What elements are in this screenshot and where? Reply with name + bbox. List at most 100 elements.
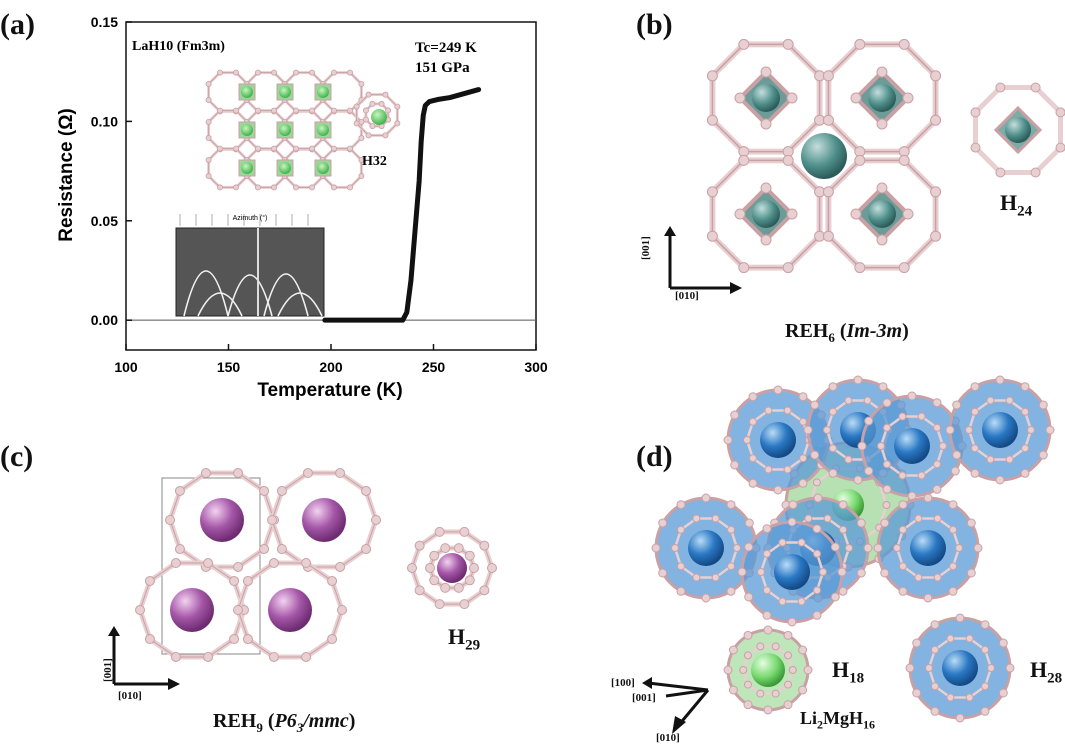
- h-atom: [361, 485, 372, 496]
- h-atom: [843, 438, 853, 448]
- c-ring-bond: [269, 470, 379, 570]
- h-atom: [723, 435, 733, 445]
- h-atom: [946, 634, 955, 643]
- h-atom: [876, 118, 888, 130]
- h-atom: [723, 665, 733, 675]
- h-atom: [394, 120, 401, 127]
- lah10-lattice-inset: [205, 69, 401, 191]
- h-atom: [701, 593, 711, 603]
- y-tick-label: 0.05: [91, 213, 118, 229]
- y-tick-label: 0.15: [91, 14, 118, 30]
- h-atom: [440, 582, 451, 593]
- h-atom: [998, 688, 1008, 698]
- h-atom: [902, 208, 914, 220]
- h-atom: [877, 442, 885, 450]
- h-atom: [939, 442, 947, 450]
- b-octagon-edge: [827, 159, 937, 269]
- h-atom: [782, 154, 794, 166]
- c-ring-bond: [427, 545, 477, 591]
- re-atom: [302, 498, 346, 542]
- h-atom: [863, 396, 872, 405]
- h-atom: [778, 538, 787, 547]
- h-atom: [292, 107, 299, 114]
- h-atom: [692, 573, 701, 582]
- d-cage-shell: [740, 520, 844, 624]
- h-atom: [259, 544, 270, 555]
- h-atom: [205, 156, 212, 163]
- h-atom: [783, 630, 793, 640]
- rehex9-lattice: [135, 468, 381, 662]
- h-atom: [783, 544, 791, 552]
- h-atom: [885, 426, 893, 434]
- d-center-atom: [800, 530, 836, 566]
- h-atom: [382, 132, 389, 139]
- h-atom: [923, 593, 933, 603]
- h-atom: [813, 493, 823, 503]
- h-atom: [905, 663, 915, 673]
- h-atom: [763, 625, 773, 635]
- h-atom: [822, 114, 834, 126]
- h-atom: [369, 100, 376, 107]
- h-atom: [778, 597, 787, 606]
- h18-cage: [723, 625, 813, 715]
- h-atom: [1020, 382, 1030, 392]
- h-atom: [854, 154, 866, 166]
- la-atom: [241, 162, 253, 174]
- h-atom: [200, 561, 211, 572]
- h-atom: [930, 706, 940, 716]
- h-atom: [309, 107, 316, 114]
- c-ring-edge: [237, 562, 343, 658]
- h-atom: [816, 460, 826, 470]
- h-atom: [970, 107, 981, 118]
- h-atom: [469, 563, 479, 573]
- panel-c-axis-right-label: [010]: [118, 690, 142, 702]
- d-center-atom: [910, 530, 946, 566]
- d-cage-ring: [673, 517, 739, 579]
- h-atom: [1021, 444, 1030, 453]
- h-atom: [744, 542, 754, 552]
- d-cage-shell: [726, 388, 830, 492]
- h-atom: [781, 500, 791, 510]
- h-atom: [762, 610, 772, 620]
- h-atom: [200, 468, 211, 479]
- c-ring-bond: [235, 560, 345, 660]
- d-cage-shell: [860, 394, 964, 498]
- panel-c-cage-label: H29: [448, 624, 481, 654]
- h-atom: [853, 375, 863, 385]
- h-atom: [414, 585, 425, 596]
- panel-d-cage2-label: H28: [1030, 657, 1063, 687]
- resistance-chart: 100 150 200 250 300 0.00 0.05 0.10 0.15 Azimuth…: [56, 14, 548, 401]
- h-atom: [945, 425, 955, 435]
- h-atom: [259, 485, 270, 496]
- h-atom: [362, 107, 369, 114]
- h-atom: [327, 575, 338, 586]
- h-atom: [814, 114, 826, 126]
- h-atom: [880, 568, 890, 578]
- h24-atom: [1005, 117, 1031, 143]
- h-atom: [771, 689, 780, 698]
- h-atom: [839, 562, 848, 571]
- h-atom: [737, 567, 747, 577]
- h-atom: [803, 665, 813, 675]
- re-atom: [170, 588, 214, 632]
- h-atom: [896, 400, 906, 410]
- h-atom: [914, 573, 923, 582]
- h-atom: [893, 544, 901, 552]
- h-atom: [358, 80, 365, 87]
- h-atom: [898, 154, 910, 166]
- h-atom: [369, 123, 376, 130]
- h-atom: [814, 230, 826, 242]
- h-atom: [882, 484, 892, 494]
- h-atom: [799, 454, 808, 463]
- h-atom: [330, 69, 337, 76]
- h32-atom: [371, 109, 387, 125]
- h-atom: [876, 234, 888, 246]
- h-atom: [784, 651, 793, 660]
- h-atom: [1027, 426, 1035, 434]
- la-atom: [317, 162, 329, 174]
- h-atom: [816, 410, 826, 420]
- h-atom: [898, 262, 910, 274]
- h-atom: [487, 563, 497, 573]
- h-atom: [254, 184, 261, 191]
- d-center-atom: [774, 554, 810, 590]
